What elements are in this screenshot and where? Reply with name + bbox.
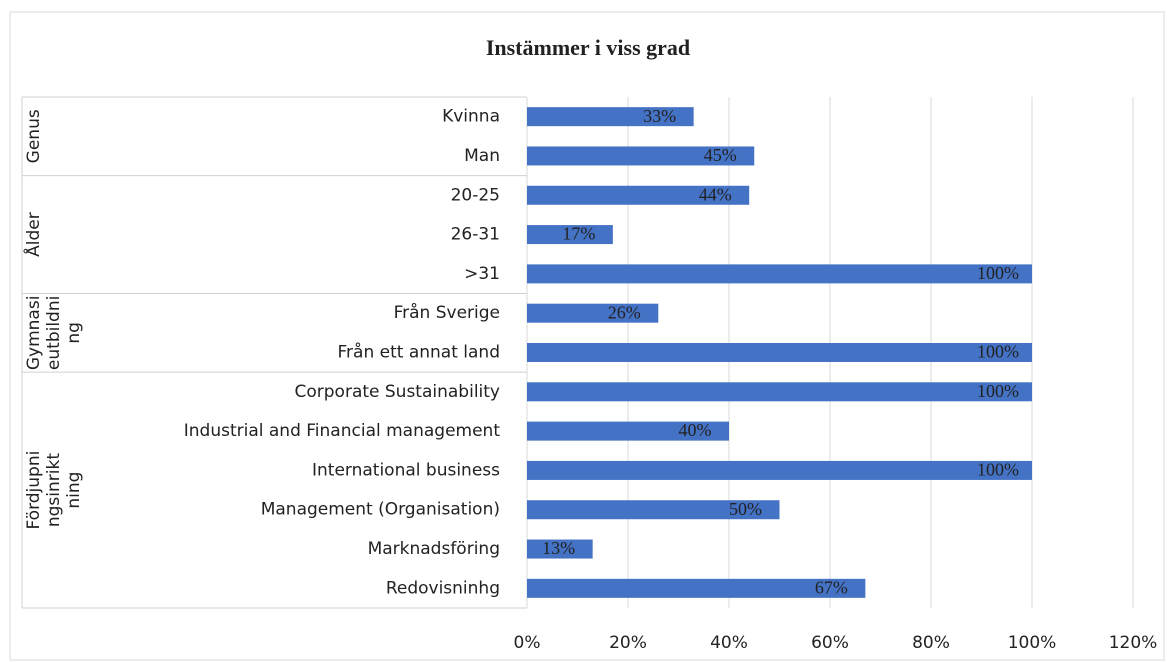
category-label: 20-25 — [451, 185, 500, 205]
value-label: 44% — [699, 184, 732, 204]
value-label: 33% — [643, 106, 676, 126]
x-tick-label: 20% — [609, 633, 647, 653]
x-tick-label: 80% — [912, 633, 950, 653]
bar — [527, 225, 613, 245]
value-label: 100% — [977, 342, 1019, 362]
chart-title: Instämmer i viss grad — [486, 35, 690, 60]
category-label: Man — [464, 146, 500, 166]
category-label: Management (Organisation) — [261, 500, 500, 520]
category-label: Corporate Sustainability — [295, 382, 501, 402]
bar — [527, 107, 694, 127]
group-label-box: Genus — [24, 109, 44, 164]
x-tick-label: 100% — [1008, 633, 1057, 653]
category-label: Från Sverige — [394, 302, 500, 323]
value-label: 67% — [815, 577, 848, 597]
value-label: 100% — [977, 263, 1019, 283]
category-label: Från ett annat land — [338, 342, 500, 363]
value-label: 50% — [729, 499, 762, 519]
bar — [527, 460, 1032, 480]
group-label: Ålder — [24, 212, 44, 257]
group-label-box: Gymnasieutbildning — [24, 295, 84, 371]
category-label: Marknadsföring — [368, 539, 500, 559]
value-label: 100% — [977, 460, 1019, 480]
value-label: 26% — [608, 302, 641, 322]
category-label: Kvinna — [442, 107, 500, 127]
category-label: >31 — [464, 264, 500, 284]
bar — [527, 264, 1032, 284]
group-label: Genus — [24, 109, 44, 164]
bar — [527, 382, 1032, 402]
value-label: 100% — [977, 381, 1019, 401]
bar — [527, 539, 593, 559]
group-label-box: Fördjupningsinriktning — [24, 450, 84, 530]
value-label: 13% — [542, 538, 575, 558]
group-label: Fördjupningsinriktning — [24, 450, 84, 530]
value-label: 40% — [679, 420, 712, 440]
bar — [527, 303, 659, 323]
bar — [527, 500, 780, 520]
value-label: 17% — [562, 224, 595, 244]
category-label: International business — [312, 460, 500, 480]
category-label: Redovisninhg — [386, 578, 500, 598]
x-tick-label: 60% — [811, 633, 849, 653]
bar — [527, 421, 729, 441]
category-label: Industrial and Financial management — [184, 421, 501, 441]
bar — [527, 146, 755, 166]
x-tick-label: 0% — [514, 633, 541, 653]
group-label: Gymnasieutbildning — [24, 295, 84, 371]
category-label: 26-31 — [451, 225, 500, 245]
group-label-box: Ålder — [24, 212, 44, 257]
x-tick-label: 120% — [1109, 633, 1158, 653]
x-tick-label: 40% — [710, 633, 748, 653]
bar — [527, 343, 1032, 362]
bar — [527, 578, 866, 598]
bar — [527, 185, 750, 205]
value-label: 45% — [704, 145, 737, 165]
